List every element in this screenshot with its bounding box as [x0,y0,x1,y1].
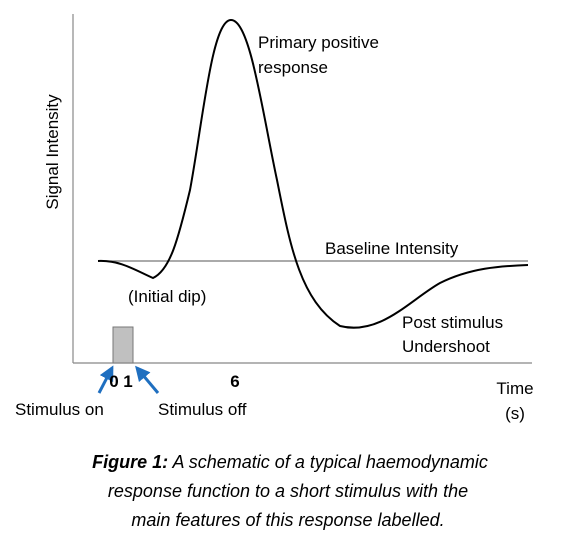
stimulus-block [112,326,134,364]
tick-label: 0 [109,372,118,391]
arrow-on [97,365,114,394]
caption-label: Figure 1: [92,452,168,472]
undershoot-label: Undershoot [402,337,490,356]
response-curve [97,18,529,329]
tick-label: 6 [230,372,239,391]
x-axis-unit: (s) [505,404,525,423]
x-axis-label: Time [496,379,533,398]
baseline-label: Baseline Intensity [325,239,459,258]
undershoot-label: Post stimulus [402,313,503,332]
tick-label: 1 [123,372,132,391]
caption-text: A schematic of a typical haemodynamic [171,452,487,472]
stimulus-on-label: Stimulus on [15,400,104,419]
stimulus-off-label: Stimulus off [158,400,247,419]
caption-line: main features of this response labelled. [131,510,444,530]
peak-label: response [258,58,328,77]
caption-line: Figure 1: A schematic of a typical haemo… [92,452,488,472]
y-axis-label: Signal Intensity [43,94,62,210]
arrow-off [135,365,160,394]
peak-label: Primary positive [258,33,379,52]
dip-label: (Initial dip) [128,287,206,306]
caption-line: response function to a short stimulus wi… [108,481,468,501]
